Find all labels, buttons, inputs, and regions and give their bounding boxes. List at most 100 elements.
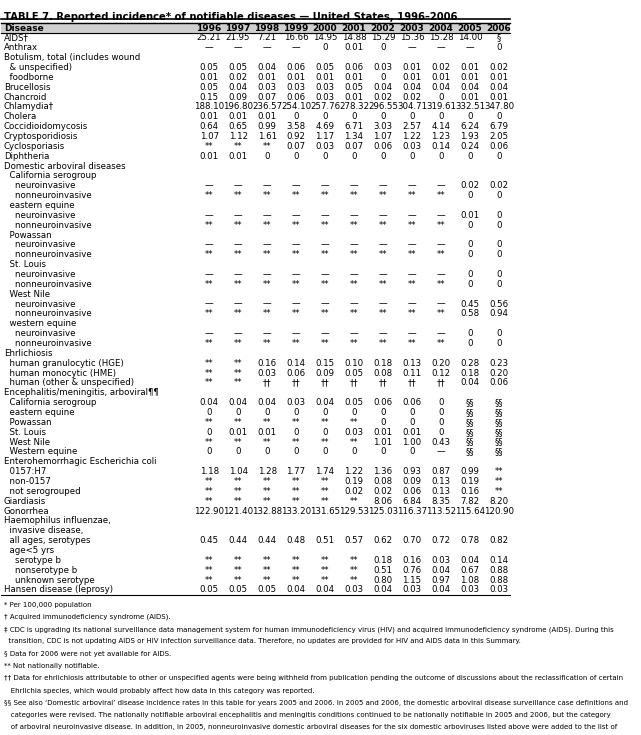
Text: —: — [205,211,213,220]
Text: 122.90: 122.90 [194,506,224,515]
Text: 0.62: 0.62 [374,536,392,545]
Text: Cryptosporidiosis: Cryptosporidiosis [4,132,78,141]
Text: Chlamydia†: Chlamydia† [4,102,54,112]
Text: 0.24: 0.24 [460,142,479,151]
Text: 0.04: 0.04 [460,83,479,92]
Text: **: ** [379,280,387,289]
Text: **: ** [205,359,213,368]
Text: —: — [234,270,242,279]
Text: of arboviral neuroinvasive disease. In addition, in 2005, nonneuroinvasive domes: of arboviral neuroinvasive disease. In a… [4,725,617,731]
Text: —: — [234,211,242,220]
Text: 0.01: 0.01 [403,73,422,82]
Text: 15.36: 15.36 [400,34,424,43]
Text: 0: 0 [351,448,357,456]
Text: 0.03: 0.03 [315,93,335,101]
Text: 115.64: 115.64 [455,506,485,515]
Text: 8.06: 8.06 [374,497,392,506]
Text: 0: 0 [438,428,444,437]
Text: **: ** [292,309,301,318]
Text: 0: 0 [496,43,502,52]
Text: —: — [408,270,416,279]
Text: **: ** [320,309,329,318]
Text: 332.51: 332.51 [455,102,485,112]
Text: **: ** [205,576,213,584]
Text: **: ** [437,309,445,318]
Text: —: — [379,240,387,249]
Text: 0.16: 0.16 [403,556,422,564]
Text: non-0157: non-0157 [4,477,51,486]
Text: 0: 0 [264,151,270,161]
Text: 0.01: 0.01 [431,73,451,82]
Text: 0.19: 0.19 [460,477,479,486]
Text: 1.04: 1.04 [229,467,247,476]
Text: **: ** [292,437,301,447]
Text: Brucellosis: Brucellosis [4,83,51,92]
Text: 1.17: 1.17 [315,132,335,141]
Text: eastern equine: eastern equine [4,408,74,417]
Text: 0.06: 0.06 [374,398,392,407]
Text: Powassan: Powassan [4,231,51,240]
Text: †† Data for ehrlichiosis attributable to other or unspecified agents were being : †† Data for ehrlichiosis attributable to… [4,675,623,681]
Text: **: ** [292,497,301,506]
Text: 0.02: 0.02 [490,182,508,190]
Text: 0.01: 0.01 [490,93,508,101]
Text: **: ** [263,220,271,230]
Text: **: ** [205,437,213,447]
Text: 0.04: 0.04 [403,83,422,92]
Text: **: ** [292,251,301,259]
Text: **: ** [495,477,503,486]
Text: 0.51: 0.51 [374,566,392,575]
Text: nonneuroinvasive: nonneuroinvasive [4,309,92,318]
Text: 0.16: 0.16 [258,359,277,368]
Text: 0.56: 0.56 [490,300,508,309]
Text: 0: 0 [322,428,328,437]
Text: —: — [320,300,329,309]
Text: **: ** [350,576,358,584]
Text: Cholera: Cholera [4,112,37,121]
Text: **: ** [437,220,445,230]
Text: **: ** [320,437,329,447]
Text: 1997: 1997 [226,24,251,32]
Text: Ehrlichia species, which would probably affect how data in this category was rep: Ehrlichia species, which would probably … [4,687,315,694]
Text: **: ** [292,220,301,230]
Text: 0: 0 [206,448,212,456]
Text: **: ** [263,497,271,506]
Text: 2005: 2005 [458,24,483,32]
Text: **: ** [263,339,271,348]
Text: 131.65: 131.65 [310,506,340,515]
Text: 0: 0 [322,43,328,52]
Text: **: ** [350,437,358,447]
Text: 0.23: 0.23 [490,359,508,368]
Text: Domestic arboviral diseases: Domestic arboviral diseases [4,162,126,171]
Text: 6.71: 6.71 [344,122,363,131]
Text: **: ** [263,437,271,447]
Text: 8.20: 8.20 [490,497,508,506]
Text: **: ** [408,220,416,230]
Text: —: — [263,211,271,220]
Text: 0.06: 0.06 [344,63,363,72]
Text: Diphtheria: Diphtheria [4,151,49,161]
Text: 1.36: 1.36 [374,467,392,476]
Text: **: ** [408,339,416,348]
Text: ††: †† [350,379,358,387]
Text: —: — [350,329,358,338]
Text: **: ** [205,280,213,289]
Text: age<5 yrs: age<5 yrs [4,546,54,555]
Text: 0: 0 [496,339,502,348]
Text: 0.01: 0.01 [229,428,247,437]
Text: 0: 0 [496,112,502,121]
Text: §§ See also ‘Domestic arboviral’ disease incidence rates in this table for years: §§ See also ‘Domestic arboviral’ disease… [4,700,628,706]
Text: —: — [379,329,387,338]
Text: 304.71: 304.71 [397,102,427,112]
Text: 0: 0 [496,191,502,200]
Text: —: — [437,329,445,338]
Text: 0.06: 0.06 [287,368,306,378]
Text: **: ** [320,251,329,259]
Text: 0.72: 0.72 [431,536,451,545]
Text: Western equine: Western equine [4,448,78,456]
Text: neuroinvasive: neuroinvasive [4,240,76,249]
Text: St. Louis: St. Louis [4,428,46,437]
Text: 0.09: 0.09 [229,93,247,101]
Text: **: ** [320,339,329,348]
Text: §§: §§ [466,428,474,437]
